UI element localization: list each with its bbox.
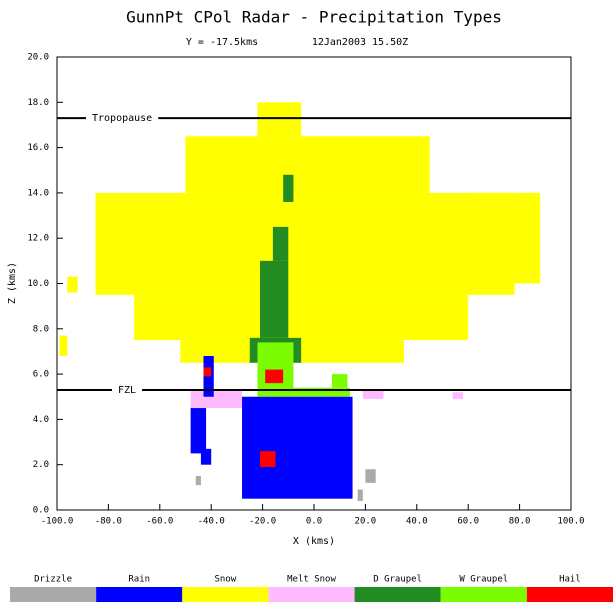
y-tick-label: 12.0: [27, 234, 49, 244]
cell: [265, 369, 284, 384]
y-tick-label: 4.0: [33, 415, 49, 425]
cell: [190, 408, 207, 454]
legend-swatch: [96, 587, 183, 602]
cell: [357, 489, 363, 501]
x-tick-label: -60.0: [146, 517, 173, 527]
level-label-bg: [86, 111, 159, 127]
chart-title: GunnPt CPol Radar - Precipitation Types: [126, 8, 502, 27]
y-tick-label: 20.0: [27, 53, 49, 63]
cell: [293, 387, 350, 397]
legend-swatch: [10, 587, 97, 602]
y-tick-label: 18.0: [27, 98, 49, 108]
cell: [283, 174, 294, 202]
y-tick-label: 0.0: [33, 506, 49, 516]
cell: [452, 392, 464, 400]
legend-swatch: [268, 587, 355, 602]
subtitle: Y = -17.5kms: [186, 37, 258, 48]
cell: [473, 192, 541, 284]
x-tick-label: 80.0: [509, 517, 531, 527]
legend-swatch: [526, 587, 613, 602]
x-tick-label: 0.0: [306, 517, 322, 527]
cell: [331, 374, 348, 388]
cell: [134, 294, 469, 341]
legend-label: Drizzle: [34, 575, 72, 585]
y-tick-label: 16.0: [27, 143, 49, 153]
cell: [95, 192, 515, 295]
cell: [195, 476, 201, 486]
plot: [59, 102, 541, 501]
cell: [203, 367, 212, 377]
x-axis-label: X (kms): [293, 536, 335, 547]
y-tick-label: 2.0: [33, 460, 49, 470]
cell: [260, 260, 289, 338]
x-tick-label: -20.0: [249, 517, 276, 527]
cell: [200, 448, 212, 465]
cell: [257, 102, 302, 137]
legend-label: Rain: [128, 575, 150, 585]
level-label: FZL: [118, 385, 136, 396]
subtitle: 12Jan2003 15.50Z: [312, 37, 408, 48]
x-tick-label: -80.0: [95, 517, 122, 527]
y-tick-label: 8.0: [33, 324, 49, 334]
y-tick-label: 10.0: [27, 279, 49, 289]
level-label: Tropopause: [92, 113, 152, 124]
cell: [365, 469, 376, 483]
cell: [272, 226, 289, 261]
x-tick-label: 20.0: [355, 517, 377, 527]
legend-swatch: [440, 587, 527, 602]
legend-label: Snow: [215, 575, 237, 585]
x-tick-label: -100.0: [41, 517, 74, 527]
cell: [67, 276, 78, 293]
x-tick-label: 60.0: [457, 517, 479, 527]
cell: [362, 389, 384, 400]
cell: [242, 396, 353, 499]
x-tick-label: 100.0: [557, 517, 584, 527]
legend-swatch: [182, 587, 269, 602]
cell: [185, 136, 430, 193]
legend-label: W Graupel: [459, 575, 508, 585]
y-tick-label: 14.0: [27, 188, 49, 198]
legend-swatch: [354, 587, 441, 602]
cell: [190, 389, 243, 409]
legend-label: Melt Snow: [287, 575, 336, 585]
cell: [59, 335, 68, 356]
y-axis-label: Z (kms): [7, 262, 18, 304]
legend-label: Hail: [559, 575, 581, 585]
level-label-bg: [112, 382, 143, 398]
x-tick-label: -40.0: [198, 517, 225, 527]
legend-label: D Graupel: [373, 575, 422, 585]
x-tick-label: 40.0: [406, 517, 428, 527]
y-tick-label: 6.0: [33, 370, 49, 380]
cell: [260, 451, 276, 467]
